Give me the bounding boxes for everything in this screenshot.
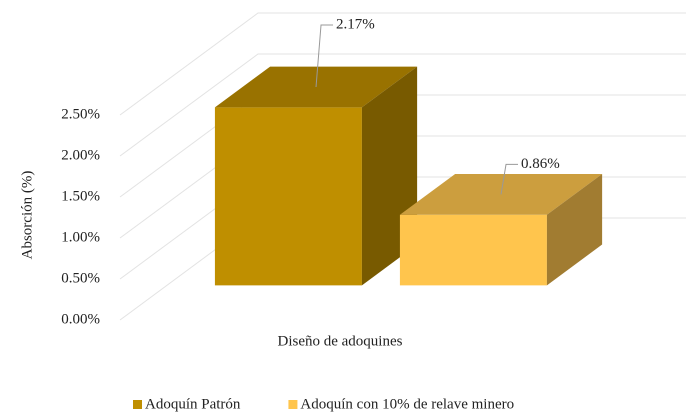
- grid-line: [119, 53, 686, 157]
- legend-label: Adoquín con 10% de relave minero: [300, 396, 514, 412]
- y-tick-label: 1.50%: [61, 188, 100, 204]
- bar-side: [546, 174, 603, 286]
- bar: [399, 174, 603, 286]
- bar-front: [399, 214, 547, 286]
- legend-swatch: [133, 400, 142, 409]
- data-label: 2.17%: [336, 16, 375, 32]
- grid-line: [119, 12, 686, 116]
- y-tick-label: 2.00%: [61, 147, 100, 163]
- y-tick-label: 2.50%: [61, 106, 100, 122]
- bar-front: [214, 107, 362, 286]
- leader-line: [500, 163, 519, 195]
- y-tick-label: 0.00%: [61, 311, 100, 327]
- y-axis-title: Absorción (%): [19, 171, 35, 260]
- data-label: 0.86%: [521, 156, 560, 172]
- legend-swatch: [288, 400, 298, 409]
- x-axis-title: Diseño de adoquines: [278, 333, 403, 349]
- bar: [214, 66, 418, 286]
- y-tick-label: 0.50%: [61, 270, 100, 286]
- legend-label: Adoquín Patrón: [145, 396, 241, 412]
- y-tick-label: 1.00%: [61, 229, 100, 245]
- leader-line: [315, 24, 334, 88]
